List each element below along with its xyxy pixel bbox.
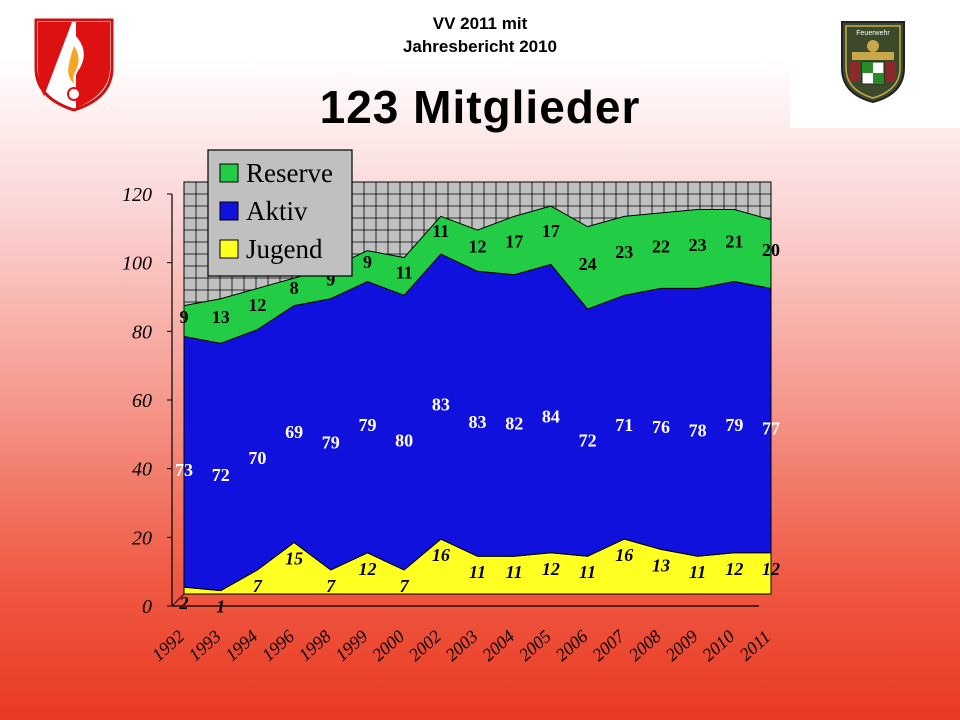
x-tick-label: 1993 bbox=[185, 626, 225, 665]
x-tick-label: 2002 bbox=[405, 626, 445, 665]
y-tick-label: 80 bbox=[132, 321, 152, 343]
data-label-jugend: 15 bbox=[285, 549, 303, 569]
y-tick-label: 120 bbox=[122, 184, 152, 206]
data-label-aktiv: 78 bbox=[689, 420, 707, 440]
data-label-aktiv: 79 bbox=[322, 432, 340, 452]
data-label-aktiv: 72 bbox=[579, 431, 597, 451]
data-label-jugend: 12 bbox=[725, 559, 743, 579]
data-label-aktiv: 72 bbox=[212, 465, 230, 485]
x-tick-label: 2005 bbox=[515, 626, 555, 665]
y-axis-tick-labels: 0 20 40 60 80 100 120 bbox=[122, 184, 172, 618]
y-tick-label: 40 bbox=[132, 459, 152, 481]
data-label-reserve: 17 bbox=[505, 232, 523, 252]
logo-right-text: Feuerwehr bbox=[856, 30, 890, 37]
x-axis-tick-labels: 1992199319941996199819992000200220032004… bbox=[148, 625, 775, 665]
data-label-aktiv: 83 bbox=[469, 412, 487, 432]
y-tick-label: 0 bbox=[142, 596, 152, 618]
x-tick-label: 1998 bbox=[295, 626, 335, 665]
x-tick-label: 1999 bbox=[331, 626, 371, 665]
oebfv-flame-shield-logo bbox=[34, 18, 114, 112]
data-label-reserve: 23 bbox=[689, 235, 707, 255]
data-label-aktiv: 79 bbox=[358, 415, 376, 435]
data-label-jugend: 2 bbox=[179, 593, 189, 613]
data-label-aktiv: 69 bbox=[285, 422, 303, 442]
data-label-jugend: 16 bbox=[432, 545, 450, 565]
data-label-jugend: 7 bbox=[253, 576, 263, 596]
data-label-jugend: 1 bbox=[216, 597, 225, 617]
legend-swatch-reserve bbox=[219, 163, 239, 183]
data-label-aktiv: 84 bbox=[542, 407, 560, 427]
x-tick-label: 2007 bbox=[588, 625, 629, 665]
data-label-jugend: 11 bbox=[689, 562, 706, 582]
x-tick-label: 2008 bbox=[625, 626, 665, 665]
x-tick-label: 2003 bbox=[441, 626, 481, 665]
data-label-reserve: 8 bbox=[290, 278, 299, 298]
y-tick-label: 20 bbox=[132, 527, 152, 549]
data-label-aktiv: 79 bbox=[725, 415, 743, 435]
data-label-aktiv: 71 bbox=[615, 415, 633, 435]
data-label-aktiv: 83 bbox=[432, 395, 450, 415]
area-layers bbox=[183, 205, 772, 595]
header-line-2: Jahresbericht 2010 bbox=[402, 37, 558, 56]
data-label-jugend: 11 bbox=[579, 562, 596, 582]
legend-swatch-aktiv bbox=[219, 201, 239, 221]
data-label-jugend: 12 bbox=[542, 559, 560, 579]
data-label-jugend: 12 bbox=[762, 559, 780, 579]
area-reserve bbox=[183, 205, 772, 344]
data-label-reserve: 24 bbox=[579, 254, 597, 274]
data-label-reserve: 11 bbox=[432, 221, 449, 241]
data-label-jugend: 12 bbox=[358, 559, 376, 579]
x-tick-label: 2010 bbox=[698, 626, 738, 665]
data-label-jugend: 7 bbox=[326, 576, 336, 596]
page-title: 123 Mitglieder bbox=[319, 81, 641, 133]
data-label-aktiv: 82 bbox=[505, 413, 523, 433]
data-label-jugend: 16 bbox=[615, 545, 633, 565]
data-label-reserve: 13 bbox=[212, 307, 230, 327]
x-tick-label: 2011 bbox=[735, 627, 774, 665]
legend-label-aktiv: Aktiv bbox=[246, 196, 308, 226]
data-label-jugend: 11 bbox=[506, 562, 523, 582]
header-line-1: VV 2011 mit bbox=[432, 14, 528, 33]
data-label-reserve: 17 bbox=[542, 221, 560, 241]
x-tick-label: 2009 bbox=[662, 626, 702, 665]
data-label-aktiv: 73 bbox=[175, 460, 193, 480]
data-label-jugend: 7 bbox=[400, 576, 410, 596]
x-tick-label: 2000 bbox=[368, 626, 408, 665]
legend-label-jugend: Jugend bbox=[246, 234, 323, 264]
data-label-aktiv: 70 bbox=[248, 448, 266, 468]
data-label-jugend: 11 bbox=[469, 562, 486, 582]
data-label-reserve: 12 bbox=[469, 237, 487, 257]
data-label-aktiv: 77 bbox=[762, 419, 780, 439]
x-tick-label: 1994 bbox=[221, 626, 261, 665]
data-label-reserve: 12 bbox=[248, 295, 266, 315]
data-label-reserve: 21 bbox=[725, 232, 743, 252]
data-label-aktiv: 76 bbox=[652, 417, 670, 437]
data-label-reserve: 9 bbox=[363, 252, 372, 272]
data-label-reserve: 23 bbox=[615, 242, 633, 262]
y-tick-label: 60 bbox=[132, 390, 152, 412]
data-label-reserve: 11 bbox=[396, 262, 413, 282]
legend-swatch-jugend bbox=[219, 239, 239, 259]
data-label-aktiv: 80 bbox=[395, 431, 413, 451]
legend-label-reserve: Reserve bbox=[246, 158, 333, 188]
x-tick-label: 2006 bbox=[551, 626, 591, 665]
x-tick-label: 1992 bbox=[148, 626, 188, 665]
data-label-reserve: 9 bbox=[326, 269, 335, 289]
feuerwehr-coat-of-arms-logo: Feuerwehr bbox=[841, 21, 905, 104]
data-label-jugend: 13 bbox=[652, 555, 670, 575]
y-tick-label: 100 bbox=[122, 253, 152, 275]
x-tick-label: 2004 bbox=[478, 626, 518, 665]
data-label-reserve: 9 bbox=[180, 307, 189, 327]
chart-legend: Reserve Aktiv Jugend bbox=[207, 149, 353, 277]
x-tick-label: 1996 bbox=[258, 626, 298, 665]
data-label-reserve: 22 bbox=[652, 237, 670, 257]
data-label-reserve: 20 bbox=[762, 240, 780, 260]
axis-depth-line bbox=[171, 593, 185, 607]
